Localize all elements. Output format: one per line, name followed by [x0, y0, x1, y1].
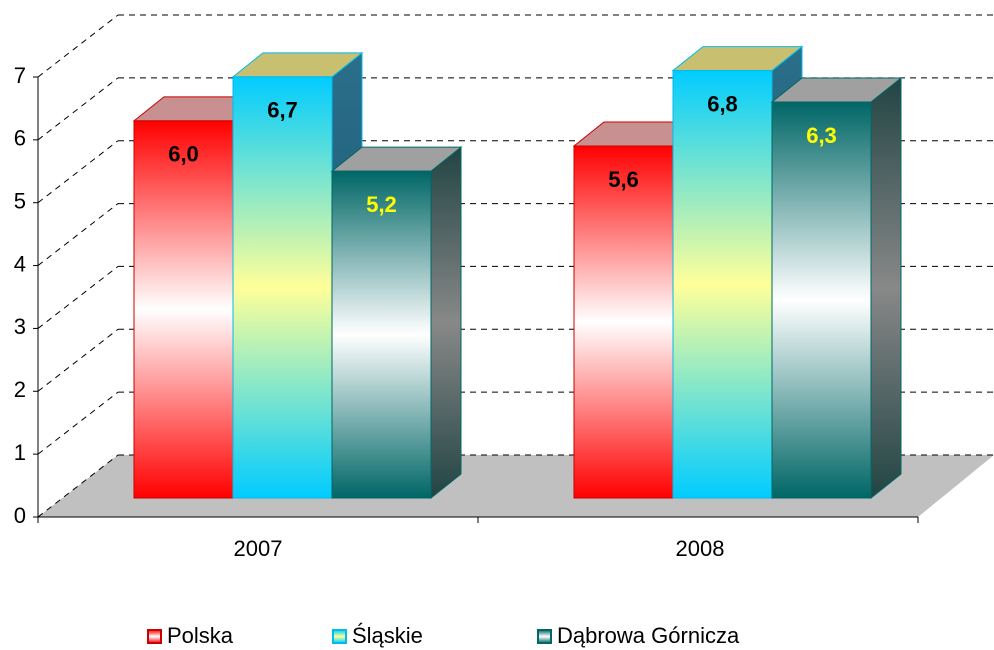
bar: [672, 70, 773, 499]
bar: [232, 76, 333, 499]
y-tick-label: 1: [14, 440, 26, 465]
value-label: 5,2: [366, 192, 397, 217]
value-label: 6,7: [267, 98, 298, 123]
legend-swatch: [147, 629, 162, 644]
value-label: 6,8: [707, 91, 738, 116]
bar: [771, 101, 872, 499]
bar: [573, 145, 674, 499]
y-tick-label: 2: [14, 377, 26, 402]
legend-label: Dąbrowa Górnicza: [557, 623, 740, 648]
y-tick-label: 5: [14, 189, 26, 214]
bar-side: [870, 76, 902, 500]
value-label: 6,3: [806, 123, 837, 148]
value-label: 6,0: [168, 142, 199, 167]
legend-label: Polska: [167, 623, 234, 648]
y-tick-label: 4: [14, 251, 26, 276]
grid-line: [37, 454, 119, 518]
legend-swatch: [537, 629, 552, 644]
y-tick-label: 7: [14, 63, 26, 88]
grid-line: [37, 266, 119, 329]
y-tick-label: 0: [14, 503, 26, 528]
grid-line: [37, 14, 119, 78]
y-tick-label: 6: [14, 126, 26, 151]
x-tick-label: 2007: [234, 536, 283, 561]
grid-line: [37, 391, 119, 455]
bar: [331, 170, 432, 499]
grid-line: [37, 140, 119, 204]
grid-line: [37, 328, 119, 392]
bar: [133, 120, 234, 499]
value-label: 5,6: [608, 167, 639, 192]
y-tick-label: 3: [14, 314, 26, 339]
legend-swatch: [332, 629, 347, 644]
x-tick-label: 2008: [676, 536, 725, 561]
grid-line: [37, 203, 119, 266]
bar-side: [430, 146, 462, 500]
grid-line: [37, 77, 119, 141]
legend-label: Śląskie: [352, 623, 423, 648]
